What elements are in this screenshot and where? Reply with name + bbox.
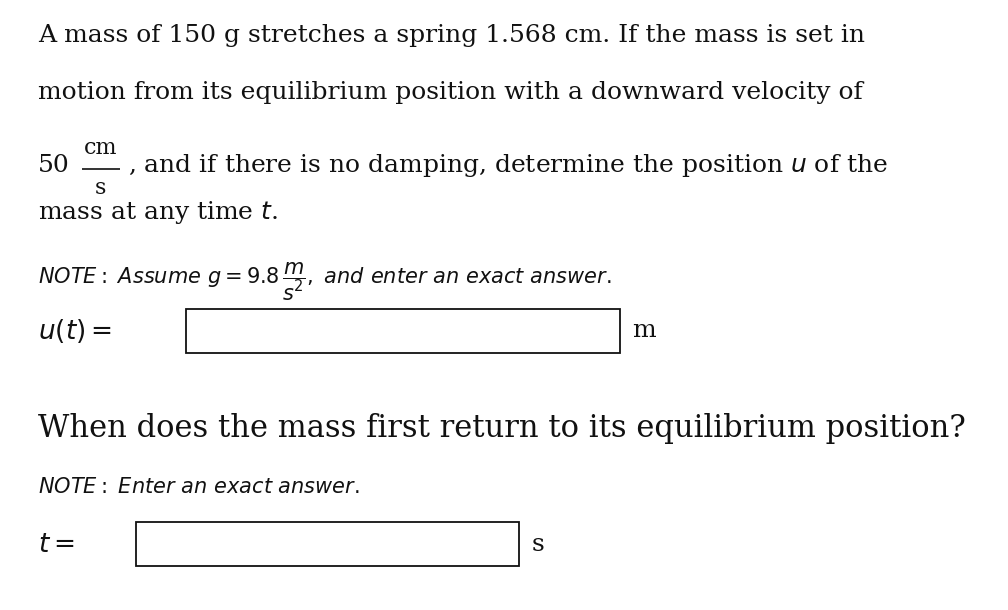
Text: , and if there is no damping, determine the position $u$ of the: , and if there is no damping, determine … [128,152,888,179]
FancyBboxPatch shape [186,309,620,353]
FancyBboxPatch shape [136,522,519,566]
Text: A mass of 150 g stretches a spring 1.568 cm. If the mass is set in: A mass of 150 g stretches a spring 1.568… [38,24,865,48]
Text: 50: 50 [38,154,70,178]
Text: s: s [95,177,107,199]
Text: $u(t) =$: $u(t) =$ [38,317,112,345]
Text: m: m [632,319,655,342]
Text: $\mathit{NOTE{:}\ Assume\ }g = 9.8\,\dfrac{m}{s^2}\mathit{,\ and\ enter\ an\ exa: $\mathit{NOTE{:}\ Assume\ }g = 9.8\,\dfr… [38,260,612,303]
Text: motion from its equilibrium position with a downward velocity of: motion from its equilibrium position wit… [38,81,863,104]
Text: When does the mass first return to its equilibrium position?: When does the mass first return to its e… [38,413,966,444]
Text: $t =$: $t =$ [38,532,75,556]
Text: $\mathit{NOTE{:}\ Enter\ an\ exact\ answer.}$: $\mathit{NOTE{:}\ Enter\ an\ exact\ answ… [38,477,360,497]
Text: s: s [531,533,544,556]
Text: cm: cm [84,137,118,159]
Text: mass at any time $t$.: mass at any time $t$. [38,199,278,226]
